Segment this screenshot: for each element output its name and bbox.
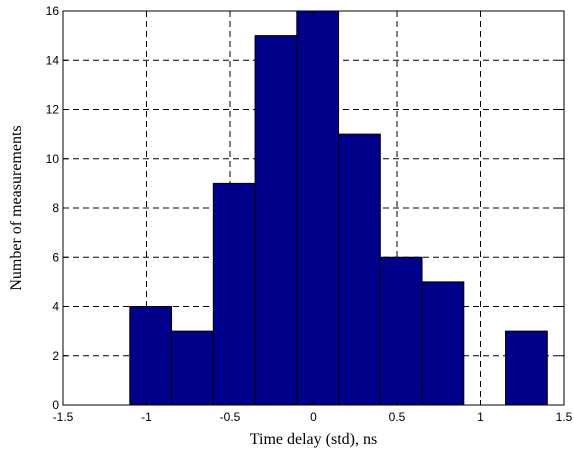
x-tick-label: 0.5 — [389, 410, 406, 424]
histogram-bars — [129, 10, 548, 406]
histogram-bar — [379, 256, 423, 406]
x-tick-label: 1 — [477, 410, 484, 424]
histogram-bar — [338, 133, 381, 406]
y-tick-label: 10 — [46, 152, 60, 166]
y-tick-label: 16 — [46, 4, 60, 18]
y-axis-label: Number of measurements — [8, 125, 25, 290]
y-tick-label: 12 — [46, 103, 60, 117]
histogram-bar — [505, 330, 548, 406]
histogram-bar — [296, 10, 340, 406]
axis-ticks: -1.5 -1 -0.5 0 0.5 1 1.5 0 2 4 6 8 10 12 14 16 — [46, 4, 573, 424]
histogram-bar — [129, 306, 173, 406]
histogram-bar — [421, 281, 465, 406]
y-tick-label: 0 — [52, 398, 59, 412]
y-tick-label: 14 — [46, 53, 60, 67]
histogram-bar — [171, 330, 214, 406]
y-tick-label: 8 — [52, 201, 59, 215]
x-tick-label: 0 — [310, 410, 317, 424]
histogram-bar — [254, 35, 298, 406]
y-tick-label: 6 — [52, 250, 59, 264]
x-axis-label: Time delay (std), ns — [250, 431, 377, 448]
x-tick-label: 1.5 — [556, 410, 573, 424]
y-tick-label: 4 — [52, 300, 59, 314]
histogram-bar — [212, 182, 256, 406]
x-tick-label: -1 — [141, 410, 152, 424]
x-tick-label: -1.5 — [53, 410, 74, 424]
y-tick-label: 2 — [52, 349, 59, 363]
x-tick-label: -0.5 — [220, 410, 241, 424]
